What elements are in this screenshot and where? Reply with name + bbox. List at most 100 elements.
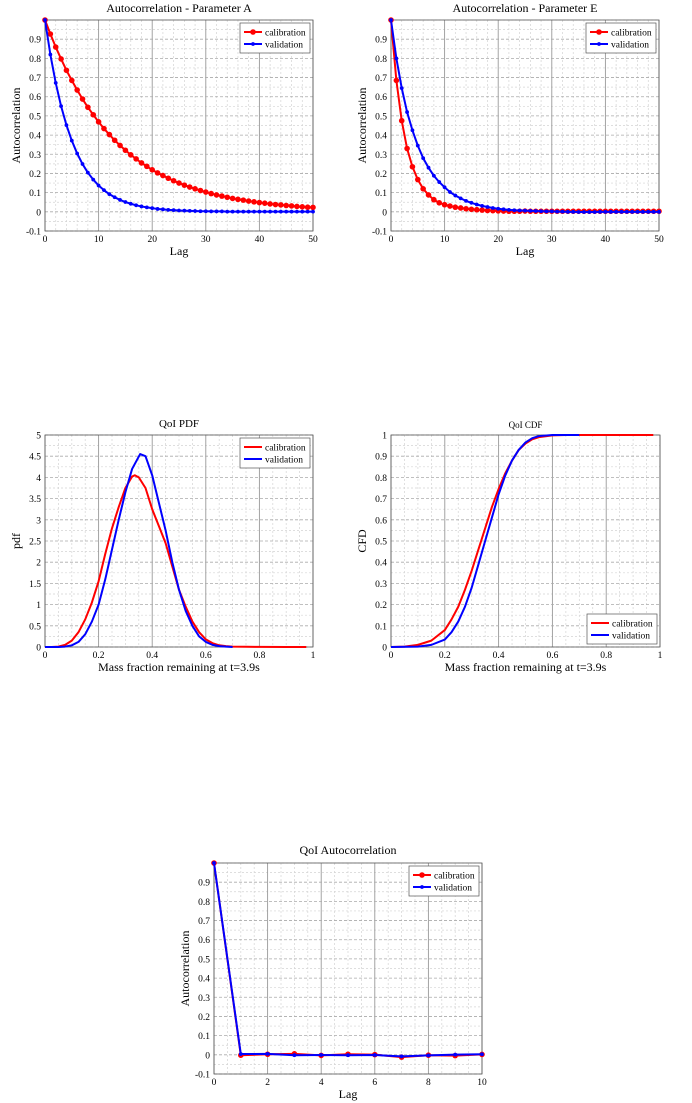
data-point-calibration <box>160 172 166 179</box>
chart-title: Autocorrelation - Parameter A <box>106 1 252 15</box>
data-point-validation <box>437 180 442 184</box>
data-point-calibration <box>398 117 405 124</box>
y-tick-label: 0.2 <box>29 170 41 180</box>
chart-title: Autocorrelation - Parameter E <box>453 1 598 15</box>
data-point-validation <box>346 1053 350 1058</box>
x-axis-label: Mass fraction remaining at t=3.9s <box>98 660 260 674</box>
data-point-validation <box>426 165 431 170</box>
y-tick-label: 5 <box>36 432 41 442</box>
y-tick-label: 0.2 <box>375 601 387 611</box>
data-point-validation <box>193 209 197 213</box>
data-point-calibration <box>235 196 241 203</box>
legend-marker-validation <box>597 42 601 46</box>
x-tick-label: 0.6 <box>546 651 558 661</box>
data-point-validation <box>582 210 586 214</box>
data-point-validation <box>102 188 106 193</box>
y-tick-label: 0.9 <box>29 36 41 46</box>
data-point-calibration <box>283 202 290 209</box>
data-point-validation <box>517 208 522 213</box>
data-point-validation <box>265 1051 270 1056</box>
legend-label: calibration <box>265 29 306 39</box>
data-point-validation <box>64 123 69 128</box>
x-tick-label: 0.8 <box>253 651 265 661</box>
data-point-calibration <box>447 203 453 209</box>
data-point-validation <box>273 209 278 214</box>
data-point-validation <box>80 162 85 166</box>
data-point-calibration <box>272 201 279 208</box>
legend-label: calibration <box>265 444 306 454</box>
y-tick-label: 0.4 <box>375 132 387 142</box>
data-point-calibration <box>106 131 113 138</box>
data-point-validation <box>166 208 171 212</box>
data-point-calibration <box>452 204 459 211</box>
y-tick-label: 0.2 <box>198 1013 210 1023</box>
x-tick-label: 20 <box>147 235 157 245</box>
x-tick-label: 10 <box>94 235 104 245</box>
chart-title: QoI Autocorrelation <box>300 843 397 857</box>
data-point-validation <box>635 209 640 214</box>
data-point-validation <box>53 81 58 85</box>
data-point-calibration <box>404 145 410 152</box>
y-tick-label: 0.3 <box>29 151 41 161</box>
data-point-validation <box>469 200 474 205</box>
legend-label: validation <box>611 41 649 51</box>
data-point-validation <box>289 209 294 214</box>
data-point-calibration <box>138 160 145 166</box>
data-point-calibration <box>69 77 75 84</box>
data-point-validation <box>219 209 224 214</box>
data-point-calibration <box>208 190 214 197</box>
y-tick-label: 0.4 <box>375 559 387 569</box>
data-point-validation <box>619 209 624 214</box>
data-point-validation <box>657 209 661 214</box>
data-point-validation <box>576 210 581 214</box>
y-tick-label: 0.5 <box>375 112 387 122</box>
axes-frame <box>44 19 314 232</box>
data-point-calibration <box>299 204 306 210</box>
y-tick-label: 0.5 <box>29 622 41 632</box>
y-tick-label: 0.7 <box>198 917 210 927</box>
x-tick-label: 0 <box>212 1078 217 1088</box>
axes-frame <box>390 434 661 648</box>
data-point-validation <box>257 209 262 214</box>
data-point-validation <box>528 208 533 213</box>
data-point-calibration <box>425 192 432 198</box>
data-point-validation <box>155 207 160 211</box>
data-point-calibration <box>288 203 295 209</box>
data-point-validation <box>453 193 458 198</box>
data-point-validation <box>565 209 570 214</box>
y-tick-label: -0.1 <box>195 1071 210 1081</box>
data-point-calibration <box>409 163 416 170</box>
x-tick-label: 1 <box>658 651 663 661</box>
data-point-validation <box>453 1052 458 1057</box>
legend-label: validation <box>434 884 472 894</box>
x-tick-label: 0.6 <box>200 651 212 661</box>
data-point-calibration <box>122 147 129 154</box>
y-tick-label: 0.7 <box>375 495 387 505</box>
data-point-validation <box>107 192 112 197</box>
data-point-calibration <box>436 200 443 206</box>
data-point-calibration <box>127 152 134 158</box>
x-tick-label: 50 <box>654 235 664 245</box>
data-point-validation <box>496 206 501 211</box>
data-point-validation <box>161 207 165 212</box>
x-tick-label: 0.2 <box>439 651 451 661</box>
data-point-validation <box>549 209 554 214</box>
data-point-validation <box>150 206 155 211</box>
legend: calibration validation <box>585 22 657 54</box>
data-point-validation <box>198 209 203 214</box>
data-point-calibration <box>101 125 107 132</box>
x-tick-label: 40 <box>601 235 611 245</box>
chart-acf-e: 0 10 20 30 40 50-0.100.10.20.30.40.50.60.70.8… <box>355 1 664 258</box>
data-point-validation <box>592 210 597 214</box>
data-point-calibration <box>149 167 155 173</box>
data-point-validation <box>241 209 246 214</box>
chart-qoi-cdf: 0 0.2 0.4 0.6 0.8 1 0 0.1 0.2 0.3 0.4 0.5 0.6 0.7 0.8 0… <box>355 420 663 674</box>
y-tick-label: 0.9 <box>375 36 387 46</box>
y-tick-label: 0.5 <box>375 538 387 548</box>
x-axis-label: Lag <box>339 1087 358 1101</box>
y-tick-label: 0.1 <box>375 189 387 199</box>
y-tick-label: 4 <box>36 474 41 484</box>
data-point-validation <box>421 156 426 161</box>
data-point-validation <box>85 170 90 175</box>
